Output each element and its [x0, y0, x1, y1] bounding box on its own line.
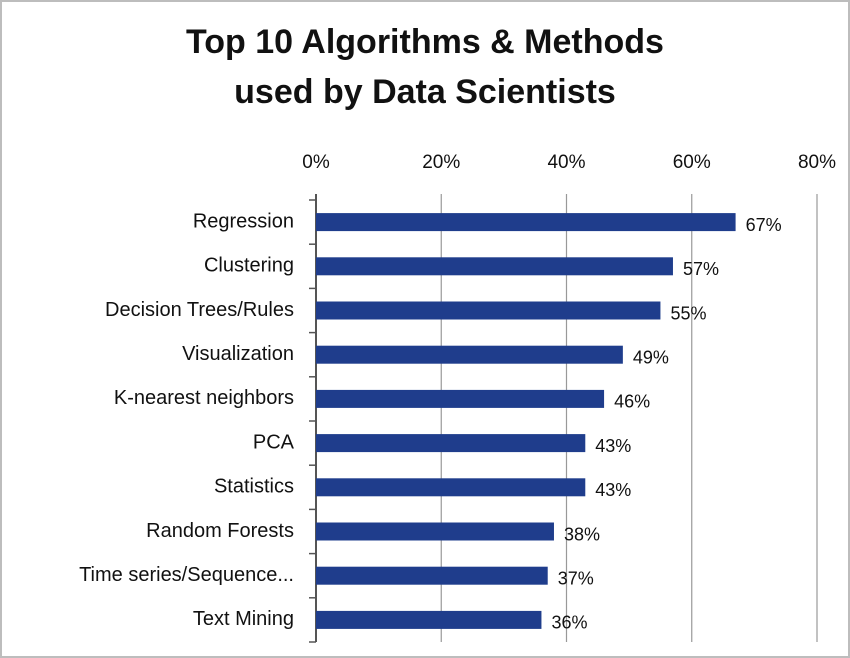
value-label: 38% — [564, 524, 600, 544]
bar — [316, 257, 673, 276]
y-tick-label: Text Mining — [193, 608, 294, 630]
bar — [316, 610, 542, 629]
y-tick-label: K-nearest neighbors — [114, 387, 294, 409]
bar — [316, 522, 554, 541]
y-tick-label: Visualization — [182, 343, 294, 365]
x-tick-label: 80% — [798, 152, 836, 173]
y-tick-label: PCA — [253, 431, 295, 453]
x-tick-label: 0% — [302, 152, 330, 173]
bar — [316, 389, 605, 408]
bar — [316, 478, 586, 497]
x-tick-label: 60% — [673, 152, 711, 173]
y-tick-label: Regression — [193, 210, 294, 232]
chart-title: Top 10 Algorithms & Methods — [186, 23, 664, 61]
bar — [316, 434, 586, 453]
value-label: 37% — [558, 568, 594, 588]
y-tick-label: Decision Trees/Rules — [105, 299, 294, 321]
y-tick-label: Clustering — [204, 255, 294, 277]
y-tick-label: Random Forests — [146, 520, 294, 542]
value-label: 55% — [670, 303, 706, 323]
x-tick-label: 40% — [547, 152, 585, 173]
bar — [316, 345, 623, 364]
bar — [316, 566, 548, 585]
y-tick-label: Statistics — [214, 476, 294, 498]
value-label: 57% — [683, 259, 719, 279]
value-label: 43% — [595, 436, 631, 456]
value-label: 46% — [614, 392, 650, 412]
value-label: 49% — [633, 347, 669, 367]
value-label: 67% — [746, 215, 782, 235]
bar — [316, 213, 736, 232]
y-tick-label: Time series/Sequence... — [79, 564, 294, 586]
x-tick-label: 20% — [422, 152, 460, 173]
value-label: 36% — [551, 613, 587, 633]
bar — [316, 301, 661, 320]
value-label: 43% — [595, 480, 631, 500]
chart-title: used by Data Scientists — [234, 73, 616, 111]
